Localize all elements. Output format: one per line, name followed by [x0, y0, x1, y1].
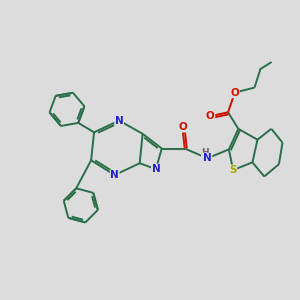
Text: N: N — [115, 116, 124, 126]
Text: H: H — [201, 148, 209, 158]
Text: S: S — [229, 165, 237, 175]
Text: N: N — [203, 153, 212, 163]
Text: N: N — [110, 170, 119, 180]
Text: O: O — [178, 122, 187, 132]
Text: O: O — [230, 88, 239, 98]
Text: N: N — [152, 164, 160, 174]
Text: O: O — [206, 111, 215, 121]
